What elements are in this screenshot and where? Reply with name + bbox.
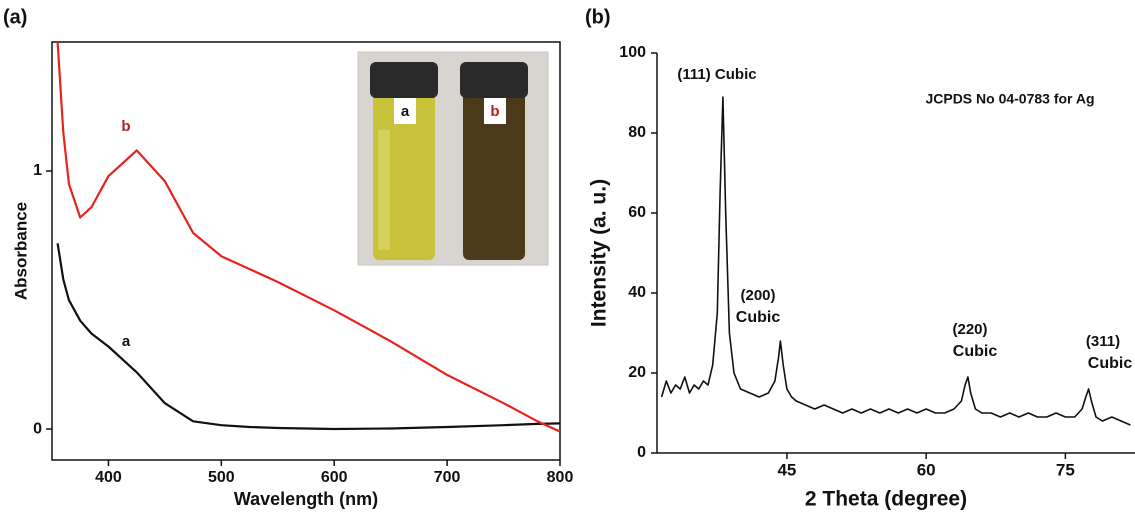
x-tick-label: 800 (547, 469, 574, 486)
peak-annotation: Cubic (1088, 355, 1133, 372)
x-tick-label: 60 (917, 460, 936, 479)
data-line (56, 243, 560, 431)
y-axis-title: Intensity (a. u.) (588, 179, 611, 327)
curve-label: a (122, 333, 131, 350)
peak-annotation: (311) (1086, 333, 1120, 350)
x-tick-label: 600 (321, 469, 348, 486)
x-tick-label: 75 (1056, 460, 1075, 479)
y-tick-label: 40 (628, 284, 646, 301)
y-tick-label: 0 (33, 420, 42, 437)
x-tick-label: 500 (208, 469, 235, 486)
panel-label: (b) (585, 6, 611, 28)
x-tick-label: 45 (777, 460, 796, 479)
peak-annotation: (220) (952, 321, 987, 338)
y-axis-title: Absorbance (11, 202, 30, 300)
y-tick-label: 60 (628, 204, 646, 221)
y-tick-label: 100 (619, 44, 646, 61)
peak-annotation: Cubic (953, 343, 998, 360)
peak-annotation: (200) (740, 287, 775, 304)
inset-photo (357, 51, 549, 266)
x-tick-label: 700 (434, 469, 461, 486)
data-line (56, 42, 560, 433)
y-tick-label: 1 (33, 162, 42, 179)
inset-label: a (401, 103, 410, 120)
y-tick-label: 80 (628, 124, 646, 141)
y-tick-label: 0 (637, 444, 646, 461)
data-line (660, 96, 1131, 426)
x-axis-title: Wavelength (nm) (234, 489, 378, 509)
curve-label: b (121, 118, 130, 135)
subtitle: JCPDS No 04-0783 for Ag (925, 91, 1094, 107)
y-tick-label: 20 (628, 364, 646, 381)
peak-annotation: Cubic (736, 309, 781, 326)
inset-label: b (490, 103, 499, 120)
peak-annotation: (111) Cubic (677, 66, 756, 83)
panel-label: (a) (3, 6, 27, 28)
x-tick-label: 400 (95, 469, 122, 486)
plot-frame (51, 41, 561, 461)
x-axis-title: 2 Theta (degree) (805, 488, 967, 511)
